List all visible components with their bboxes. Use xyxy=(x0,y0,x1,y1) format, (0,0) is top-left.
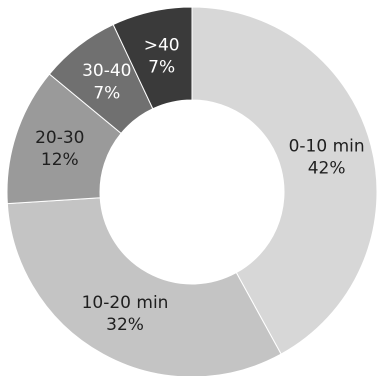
slice-value-label: 7% xyxy=(93,83,120,103)
slice-category-label: 10-20 min xyxy=(82,293,169,313)
slice-value-label: 32% xyxy=(106,315,144,335)
slice-category-label: >40 xyxy=(144,35,180,55)
slice-value-label: 42% xyxy=(308,159,346,179)
slice-category-label: 20-30 xyxy=(35,128,84,148)
slice-category-label: 0-10 min xyxy=(289,136,365,156)
slice-value-label: 12% xyxy=(41,150,79,170)
slice-label: >40 7% xyxy=(144,35,180,77)
donut-slice xyxy=(6,197,282,376)
slice-label: 20-30 12% xyxy=(35,128,84,170)
slice-label: 30-40 7% xyxy=(82,61,131,103)
donut-slice xyxy=(112,6,193,110)
slice-label: 10-20 min 32% xyxy=(82,293,169,335)
donut-slice xyxy=(191,6,378,355)
slice-value-label: 7% xyxy=(148,57,175,77)
slice-label: 0-10 min 42% xyxy=(289,136,365,178)
slice-category-label: 30-40 xyxy=(82,61,131,81)
